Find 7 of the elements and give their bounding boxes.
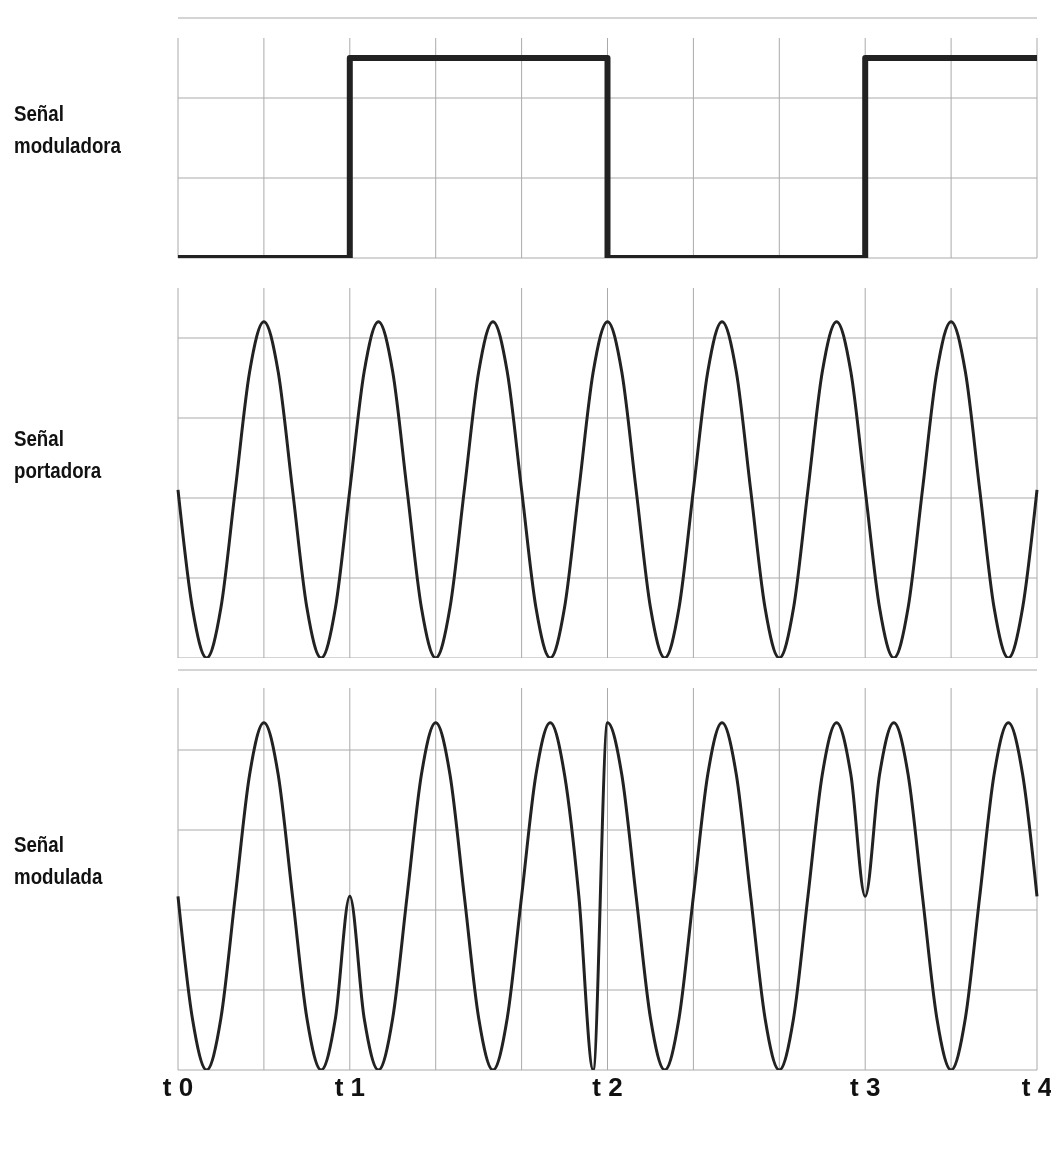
y-axis-title: Señal portadora bbox=[14, 425, 103, 485]
x-tick-label: t 3 bbox=[850, 1072, 881, 1103]
y-axis-title: Señal modulada bbox=[14, 831, 104, 891]
x-tick-label: t 1 bbox=[334, 1072, 365, 1103]
y-axis-title: Señal moduladora bbox=[14, 100, 122, 160]
x-tick-label: t 2 bbox=[592, 1072, 623, 1103]
x-tick-label: t 0 bbox=[162, 1072, 194, 1103]
